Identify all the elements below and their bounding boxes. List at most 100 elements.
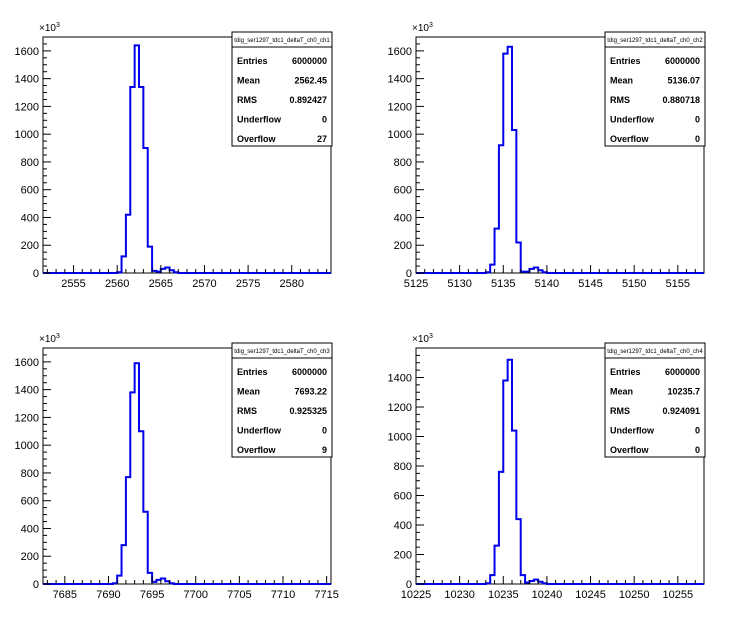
stats-value-mean: 7693.22 <box>294 387 327 397</box>
y-tick-label: 1600 <box>15 357 39 369</box>
stats-box: tdig_ser1297_tdc1_deltaT_ch0_ch1 Entries 6… <box>231 31 333 147</box>
stats-value-overflow: 27 <box>317 134 327 144</box>
stats-value-rms: 0.925325 <box>289 406 327 416</box>
y-tick-label: 400 <box>21 212 39 224</box>
x-tick-label: 5135 <box>491 278 515 290</box>
x-tick-label: 7695 <box>140 589 164 601</box>
stats-label-rms: RMS <box>610 95 630 105</box>
stats-value-underflow: 0 <box>695 115 700 125</box>
histogram-panel-ch3: 7685 7690 7695 7700 7705 7710 7715 0 200 400 600 80… <box>0 311 373 622</box>
x-tick-label: 2565 <box>149 278 173 290</box>
stats-value-overflow: 9 <box>322 445 327 455</box>
stats-label-overflow: Overflow <box>237 445 277 455</box>
y-tick-label: 400 <box>21 523 39 535</box>
y-tick-label: 1600 <box>388 46 412 58</box>
stats-value-underflow: 0 <box>322 426 327 436</box>
y-tick-label: 800 <box>21 157 39 169</box>
x-tick-label: 7715 <box>314 589 338 601</box>
y-tick-label: 800 <box>21 468 39 480</box>
y-tick-label: 1200 <box>15 412 39 424</box>
y-tick-label: 1000 <box>388 432 412 444</box>
y-tick-label: 600 <box>21 185 39 197</box>
stats-label-mean: Mean <box>237 387 260 397</box>
histogram-title: tdig_ser1297_tdc1_deltaT_ch0_ch2 <box>607 38 703 44</box>
histogram-plot-ch3: 7685 7690 7695 7700 7705 7710 7715 0 200 400 600 80… <box>15 333 339 601</box>
y-tick-label: 1600 <box>15 46 39 58</box>
histogram-panel-ch4: 10225 10230 10235 10240 10245 10250 10255 0 200 4… <box>373 311 746 622</box>
stats-box: tdig_ser1297_tdc1_deltaT_ch0_ch4 Entries 6… <box>604 342 706 458</box>
y-exponent-label: ×103 <box>412 22 433 34</box>
stats-box: tdig_ser1297_tdc1_deltaT_ch0_ch3 Entries 6… <box>231 342 333 458</box>
stats-box: tdig_ser1297_tdc1_deltaT_ch0_ch2 Entries 6… <box>604 31 706 147</box>
y-tick-label: 0 <box>406 268 412 280</box>
stats-value-entries: 6000000 <box>292 367 327 377</box>
x-tick-label: 5155 <box>666 278 690 290</box>
histogram-panel-ch2: 5125 5130 5135 5140 5145 5150 5155 0 200 400 600 80… <box>373 0 746 311</box>
x-tick-label: 5125 <box>404 278 428 290</box>
x-tick-label: 2560 <box>105 278 129 290</box>
x-tick-label: 5150 <box>622 278 646 290</box>
y-tick-label: 1400 <box>15 74 39 86</box>
y-tick-label: 600 <box>394 491 412 503</box>
x-tick-label: 10225 <box>401 589 432 601</box>
x-tick-label: 7690 <box>96 589 120 601</box>
stats-label-underflow: Underflow <box>610 426 655 436</box>
stats-label-entries: Entries <box>610 56 641 66</box>
stats-label-overflow: Overflow <box>237 134 277 144</box>
histogram-panel-ch1: 2555 2560 2565 2570 2575 2580 0 200 400 600 800 100… <box>0 0 373 311</box>
stats-value-mean: 5136.07 <box>667 76 700 86</box>
y-tick-label: 1000 <box>15 440 39 452</box>
stats-label-rms: RMS <box>237 406 257 416</box>
y-tick-label: 200 <box>21 551 39 563</box>
x-tick-label: 7710 <box>271 589 295 601</box>
x-tick-label: 2570 <box>192 278 216 290</box>
x-tick-label: 10255 <box>663 589 694 601</box>
histogram-plot-ch4: 10225 10230 10235 10240 10245 10250 10255 0 200 4… <box>388 333 706 601</box>
stats-value-entries: 6000000 <box>665 56 700 66</box>
stats-value-rms: 0.892427 <box>289 95 327 105</box>
stats-label-mean: Mean <box>610 387 633 397</box>
stats-value-entries: 6000000 <box>292 56 327 66</box>
y-tick-label: 1000 <box>388 129 412 141</box>
y-tick-label: 800 <box>394 157 412 169</box>
y-tick-label: 400 <box>394 212 412 224</box>
y-exponent-label: ×103 <box>39 333 60 345</box>
stats-value-underflow: 0 <box>695 426 700 436</box>
stats-label-underflow: Underflow <box>610 115 655 125</box>
y-tick-label: 600 <box>21 496 39 508</box>
stats-value-rms: 0.924091 <box>662 406 700 416</box>
x-tick-label: 10240 <box>532 589 563 601</box>
stats-value-entries: 6000000 <box>665 367 700 377</box>
x-tick-label: 5130 <box>447 278 471 290</box>
stats-box-frame <box>231 31 333 147</box>
y-tick-label: 200 <box>394 550 412 562</box>
stats-box-frame <box>604 342 706 458</box>
stats-label-entries: Entries <box>237 367 268 377</box>
y-tick-label: 0 <box>33 268 39 280</box>
stats-value-mean: 10235.7 <box>667 387 700 397</box>
x-tick-label: 7700 <box>183 589 207 601</box>
y-tick-label: 1000 <box>15 129 39 141</box>
stats-label-overflow: Overflow <box>610 134 650 144</box>
y-tick-label: 0 <box>33 579 39 591</box>
stats-label-mean: Mean <box>610 76 633 86</box>
stats-label-entries: Entries <box>610 367 641 377</box>
stats-label-rms: RMS <box>610 406 630 416</box>
x-tick-label: 2575 <box>236 278 260 290</box>
y-tick-label: 1400 <box>388 74 412 86</box>
x-tick-label: 7705 <box>227 589 251 601</box>
stats-value-overflow: 0 <box>695 445 700 455</box>
y-tick-label: 1400 <box>388 373 412 385</box>
histogram-title: tdig_ser1297_tdc1_deltaT_ch0_ch1 <box>234 38 330 44</box>
stats-value-underflow: 0 <box>322 115 327 125</box>
x-tick-label: 10250 <box>619 589 650 601</box>
x-tick-label: 5140 <box>535 278 559 290</box>
stats-label-overflow: Overflow <box>610 445 650 455</box>
y-exponent-label: ×103 <box>39 22 60 34</box>
y-exponent-label: ×103 <box>412 333 433 345</box>
x-tick-label: 5145 <box>578 278 602 290</box>
y-tick-label: 0 <box>406 579 412 591</box>
x-tick-label: 10235 <box>488 589 519 601</box>
stats-label-mean: Mean <box>237 76 260 86</box>
x-tick-label: 2555 <box>61 278 85 290</box>
